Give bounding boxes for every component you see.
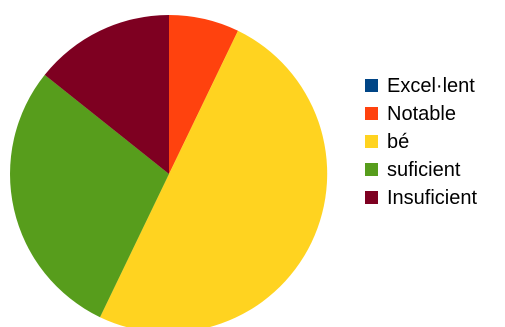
legend-swatch-2 xyxy=(365,135,378,148)
legend-label-3: suficient xyxy=(387,159,461,181)
pie-slices xyxy=(10,15,328,327)
legend: Excel·lent Notable bé suficient Insuficient xyxy=(365,75,477,209)
pie-slice-1 xyxy=(169,15,238,174)
legend-label-4: Insuficient xyxy=(387,187,477,209)
legend-swatch-0 xyxy=(365,79,378,92)
pie-slice-3 xyxy=(10,74,170,318)
legend-label-0: Excel·lent xyxy=(387,75,475,97)
legend-swatch-4 xyxy=(365,191,378,204)
legend-label-1: Notable xyxy=(387,103,456,125)
legend-swatch-1 xyxy=(365,107,378,120)
legend-label-2: bé xyxy=(387,131,409,153)
pie-slice-4 xyxy=(44,15,169,174)
legend-swatch-3 xyxy=(365,163,378,176)
pie-slice-2 xyxy=(100,30,328,327)
